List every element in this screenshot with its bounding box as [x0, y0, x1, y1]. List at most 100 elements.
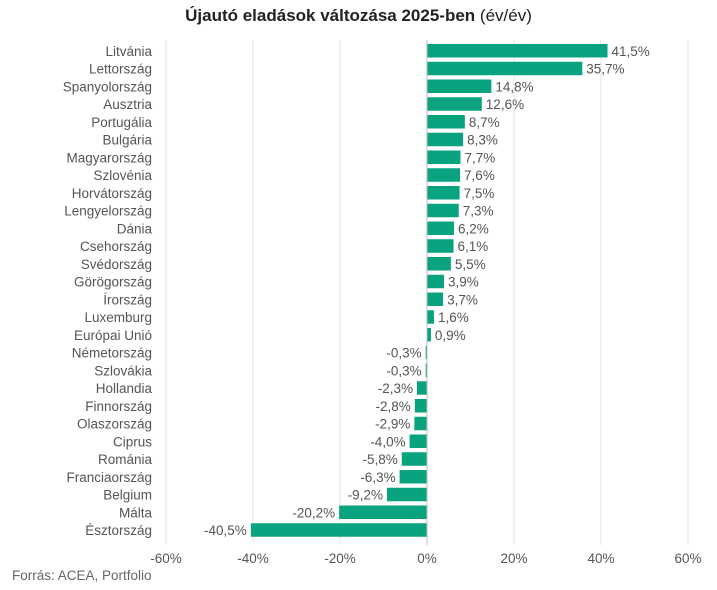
bar: [409, 434, 427, 448]
bar: [427, 97, 482, 111]
category-label: Csehország: [80, 239, 152, 254]
data-label: -20,2%: [292, 505, 335, 520]
data-label: 7,3%: [463, 204, 494, 219]
category-label: Görögország: [74, 275, 152, 290]
bar: [414, 399, 427, 413]
data-label: 41,5%: [612, 44, 650, 59]
category-label: Lettország: [89, 62, 152, 77]
category-label: Spanyolország: [63, 79, 152, 94]
bar: [401, 452, 427, 466]
x-tick-label: 0%: [417, 551, 437, 565]
bar: [427, 186, 460, 200]
chart-subtitle: (év/év): [479, 6, 532, 25]
category-label: Franciaország: [66, 470, 152, 485]
data-label: 3,7%: [447, 292, 478, 307]
data-label: -0,3%: [386, 346, 421, 361]
category-label: Európai Unió: [74, 328, 152, 343]
bar: [399, 470, 427, 484]
category-label: Lengyelország: [64, 204, 152, 219]
data-label: 7,5%: [464, 186, 495, 201]
data-label: -0,3%: [386, 363, 421, 378]
bar: [425, 345, 427, 360]
data-label: 7,7%: [464, 150, 495, 165]
bar: [339, 505, 427, 519]
data-label: -9,2%: [348, 488, 383, 503]
data-label: -40,5%: [204, 523, 247, 538]
data-label: 0,9%: [435, 328, 466, 343]
bar: [427, 79, 492, 93]
data-label: 7,6%: [464, 168, 495, 183]
data-label: 35,7%: [586, 62, 624, 77]
category-label: Svédország: [81, 257, 152, 272]
category-label: Írország: [103, 292, 152, 307]
source-note: Forrás: ACEA, Portfolio: [12, 568, 152, 583]
bar: [427, 221, 454, 235]
x-tick-label: 60%: [674, 551, 701, 565]
bar: [414, 416, 427, 431]
data-label: 6,1%: [458, 239, 489, 254]
category-label: Magyarország: [66, 150, 152, 165]
category-label: Németország: [72, 346, 152, 361]
category-label: Észtország: [85, 523, 152, 538]
bar: [427, 239, 454, 253]
x-tick-label: -40%: [237, 551, 269, 565]
chart-title-line: Újautó eladások változása 2025-ben (év/é…: [0, 6, 717, 26]
label-layer: Litvánia 41,5% Lettország 35,7% Spanyolorszá…: [63, 44, 650, 538]
data-label: -2,3%: [378, 381, 413, 396]
data-label: 1,6%: [438, 310, 469, 325]
category-label: Finnország: [85, 399, 152, 414]
grid-layer: [165, 40, 689, 545]
category-label: Ausztria: [103, 97, 152, 112]
bar: [427, 61, 583, 76]
category-label: Bulgária: [102, 133, 152, 148]
category-label: Portugália: [91, 115, 152, 130]
data-label: 8,7%: [469, 115, 500, 130]
data-label: 5,5%: [455, 257, 486, 272]
bar: [427, 150, 461, 164]
bar: [250, 523, 427, 537]
bar-chart: Litvánia 41,5% Lettország 35,7% Spanyolorszá…: [63, 40, 702, 565]
data-label: 8,3%: [467, 133, 498, 148]
bar: [416, 381, 427, 395]
category-label: Ciprus: [113, 434, 152, 449]
category-label: Hollandia: [96, 381, 153, 396]
bar: [427, 257, 451, 271]
data-label: -5,8%: [362, 452, 397, 467]
category-label: Horvátország: [72, 186, 152, 201]
category-label: Románia: [98, 452, 153, 467]
bar: [425, 363, 427, 377]
x-tick-label: 40%: [587, 551, 614, 565]
data-label: -2,9%: [375, 417, 410, 432]
data-label: 14,8%: [495, 79, 533, 94]
x-tick-label: -60%: [150, 551, 182, 565]
data-label: -4,0%: [370, 434, 405, 449]
bar: [427, 274, 444, 289]
category-label: Szlovénia: [93, 168, 152, 183]
bar: [427, 115, 465, 129]
data-label: 12,6%: [486, 97, 524, 112]
axis-layer: -60% -40% -20% 0% 20% 40% 60%: [150, 40, 702, 565]
bar: [427, 203, 459, 218]
bar: [386, 487, 427, 502]
category-label: Szlovákia: [94, 363, 152, 378]
data-label: -6,3%: [360, 470, 395, 485]
bar: [427, 44, 608, 58]
x-tick-label: 20%: [500, 551, 527, 565]
bar: [427, 132, 464, 147]
data-label: -2,8%: [376, 399, 411, 414]
category-label: Olaszország: [77, 417, 152, 432]
category-label: Litvánia: [105, 44, 152, 59]
bar: [427, 328, 431, 342]
data-label: 3,9%: [448, 275, 479, 290]
x-tick-label: -20%: [324, 551, 356, 565]
category-label: Luxemburg: [84, 310, 152, 325]
data-label: 6,2%: [458, 221, 489, 236]
category-label: Belgium: [103, 488, 152, 503]
bar-layer: [250, 44, 608, 537]
bar: [427, 168, 461, 182]
category-label: Málta: [119, 505, 153, 520]
category-label: Dánia: [117, 221, 153, 236]
bar: [427, 310, 434, 324]
bar: [427, 292, 444, 306]
